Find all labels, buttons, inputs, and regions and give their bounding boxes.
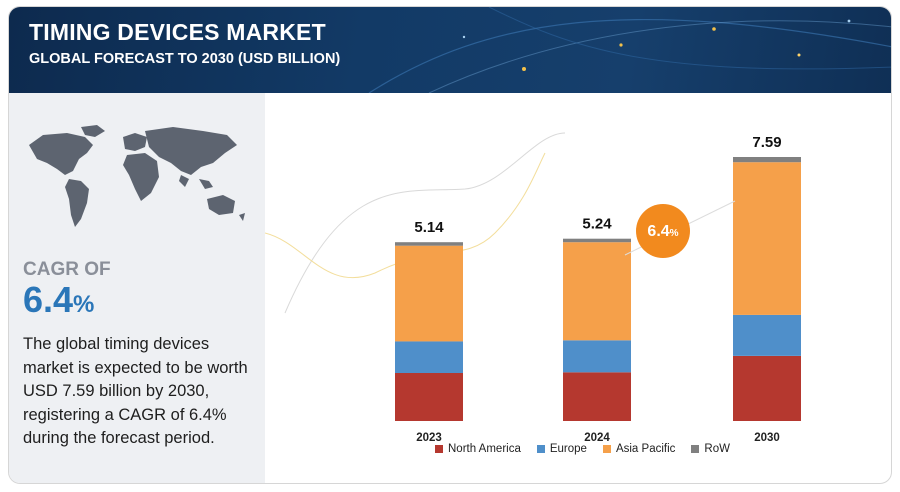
world-map-icon	[29, 125, 245, 227]
legend-item-north-america: North America	[435, 443, 521, 455]
legend-item-asia-pacific: Asia Pacific	[602, 443, 676, 455]
cagr-value: 6.4%	[23, 279, 94, 321]
cagr-unit: %	[73, 291, 95, 318]
total-label-2023: 5.14	[414, 219, 444, 236]
total-label-2030: 7.59	[752, 134, 781, 151]
legend-swatch	[536, 445, 545, 453]
legend-label: RoW	[704, 443, 730, 455]
x-tick-2030: 2030	[754, 432, 780, 444]
decorative-curve-gray	[284, 132, 566, 314]
page-title: TIMING DEVICES MARKET	[29, 19, 326, 45]
stacked-bar-chart: 5.14 5.24 7.59 2023 2024 2030 6.4%	[265, 132, 801, 444]
page-subtitle: GLOBAL FORECAST TO 2030 (USD BILLION)	[29, 51, 341, 67]
legend-item-europe: Europe	[536, 443, 587, 455]
bar-2030-europe	[733, 314, 801, 356]
bar-2024-asia-pacific	[563, 242, 631, 341]
bar-2023-europe	[395, 341, 463, 373]
cagr-badge-text: 6.4%	[647, 223, 678, 240]
bar-2030-north-america	[733, 356, 801, 421]
bar-2023-north-america	[395, 373, 463, 421]
legend-swatch	[691, 445, 700, 453]
legend-label: North America	[448, 443, 521, 455]
bar-2024-row	[563, 238, 631, 243]
bar-2024-europe	[563, 340, 631, 373]
legend-label: Asia Pacific	[615, 443, 676, 455]
bar-2023-row	[395, 242, 463, 246]
total-label-2024: 5.24	[582, 216, 612, 233]
cagr-badge-circle	[636, 204, 690, 258]
cagr-badge-unit: %	[670, 228, 679, 239]
infographic-frame: TIMING DEVICES MARKET GLOBAL FORECAST TO…	[8, 6, 892, 484]
header-banner: TIMING DEVICES MARKET GLOBAL FORECAST TO…	[9, 7, 891, 93]
legend-label: Europe	[549, 443, 587, 455]
legend-item-row: RoW	[691, 443, 730, 455]
legend-swatch	[602, 445, 611, 453]
market-description: The global timing devices market is expe…	[23, 335, 248, 447]
cagr-number: 6.4	[23, 279, 74, 320]
chart-legend: North America Europe Asia Pacific RoW	[435, 443, 730, 455]
legend-swatch	[435, 445, 443, 453]
cagr-badge: 6.4%	[636, 204, 690, 258]
cagr-badge-number: 6.4	[647, 223, 669, 240]
bar-2030-row	[733, 157, 801, 163]
cagr-label: CAGR OF	[23, 259, 111, 280]
bar-2023-asia-pacific	[395, 245, 463, 342]
x-tick-2024: 2024	[584, 432, 610, 444]
header-decoration	[368, 7, 891, 93]
x-tick-2023: 2023	[416, 432, 442, 444]
bar-2024-north-america	[563, 372, 631, 421]
bar-2030-asia-pacific	[733, 162, 801, 315]
summary-panel: CAGR OF 6.4% The global timing devices m…	[9, 93, 265, 483]
